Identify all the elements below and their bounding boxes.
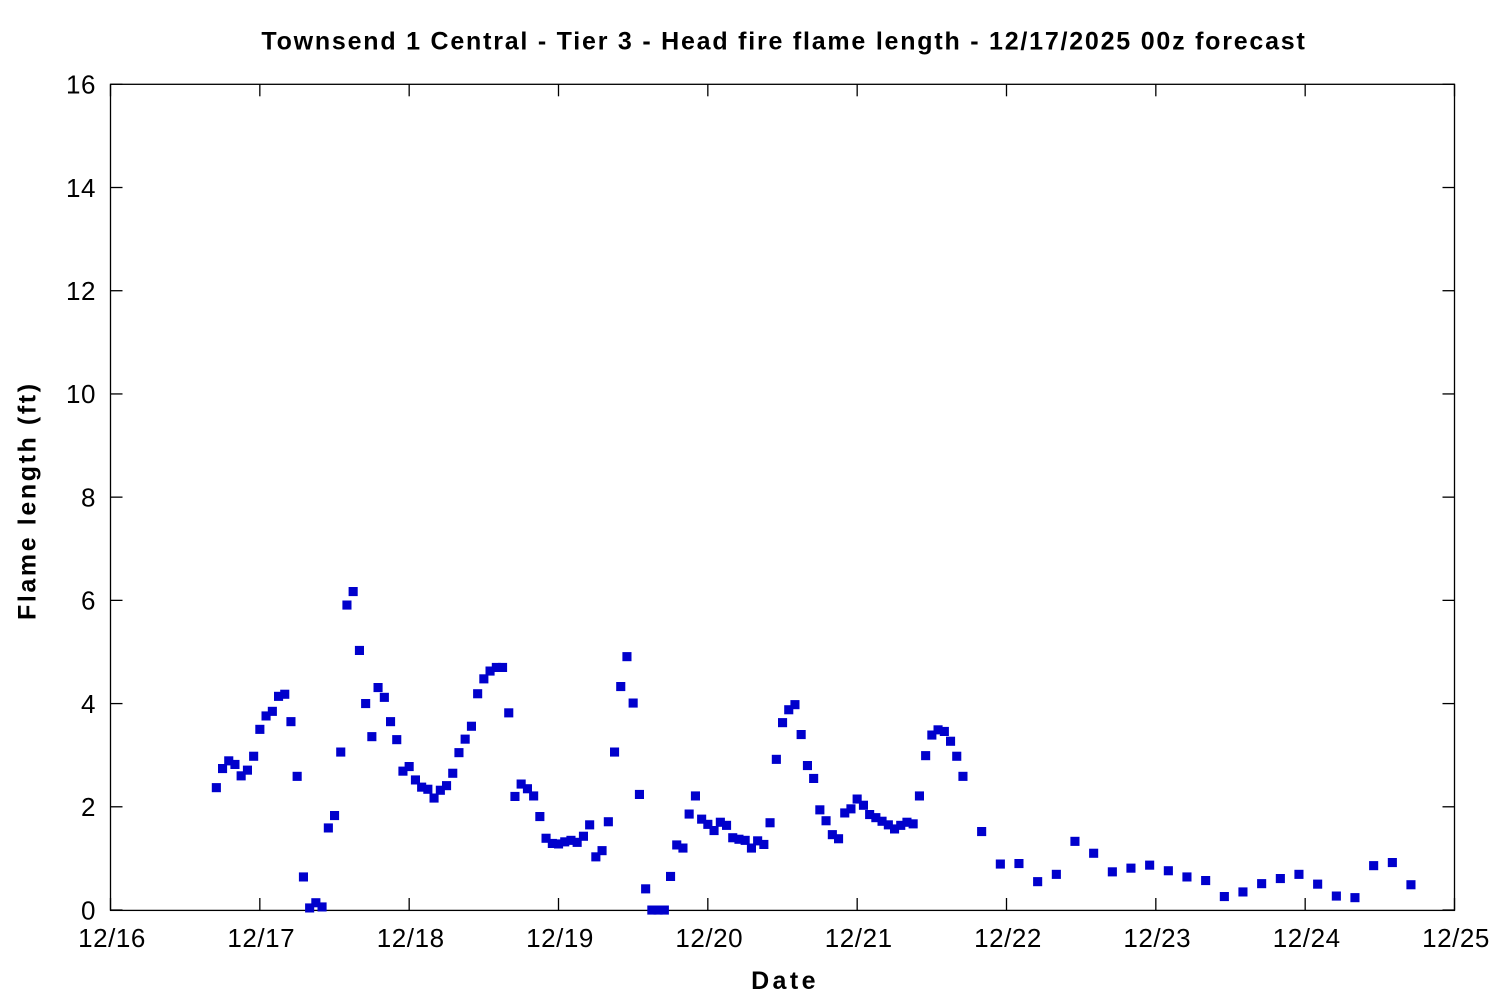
svg-text:4: 4 bbox=[81, 689, 96, 719]
svg-text:12/18: 12/18 bbox=[377, 923, 445, 953]
svg-text:12/21: 12/21 bbox=[825, 923, 893, 953]
svg-text:12/23: 12/23 bbox=[1123, 923, 1191, 953]
svg-text:12/22: 12/22 bbox=[974, 923, 1042, 953]
svg-text:12/16: 12/16 bbox=[78, 923, 146, 953]
svg-text:12/19: 12/19 bbox=[526, 923, 594, 953]
svg-text:Date: Date bbox=[751, 967, 819, 995]
svg-text:12/25: 12/25 bbox=[1422, 923, 1490, 953]
svg-text:Townsend 1 Central - Tier 3 -: Townsend 1 Central - Tier 3 - Head fire … bbox=[261, 28, 1306, 56]
svg-text:0: 0 bbox=[81, 895, 96, 925]
svg-text:Flame length (ft): Flame length (ft) bbox=[14, 381, 42, 620]
svg-text:8: 8 bbox=[81, 482, 96, 512]
svg-text:12/17: 12/17 bbox=[227, 923, 295, 953]
svg-text:2: 2 bbox=[81, 792, 96, 822]
svg-text:10: 10 bbox=[66, 379, 96, 409]
svg-text:12/24: 12/24 bbox=[1273, 923, 1341, 953]
svg-text:16: 16 bbox=[66, 70, 96, 100]
svg-text:12: 12 bbox=[66, 276, 96, 306]
svg-text:6: 6 bbox=[81, 586, 96, 616]
svg-text:14: 14 bbox=[66, 173, 96, 203]
svg-text:12/20: 12/20 bbox=[675, 923, 743, 953]
